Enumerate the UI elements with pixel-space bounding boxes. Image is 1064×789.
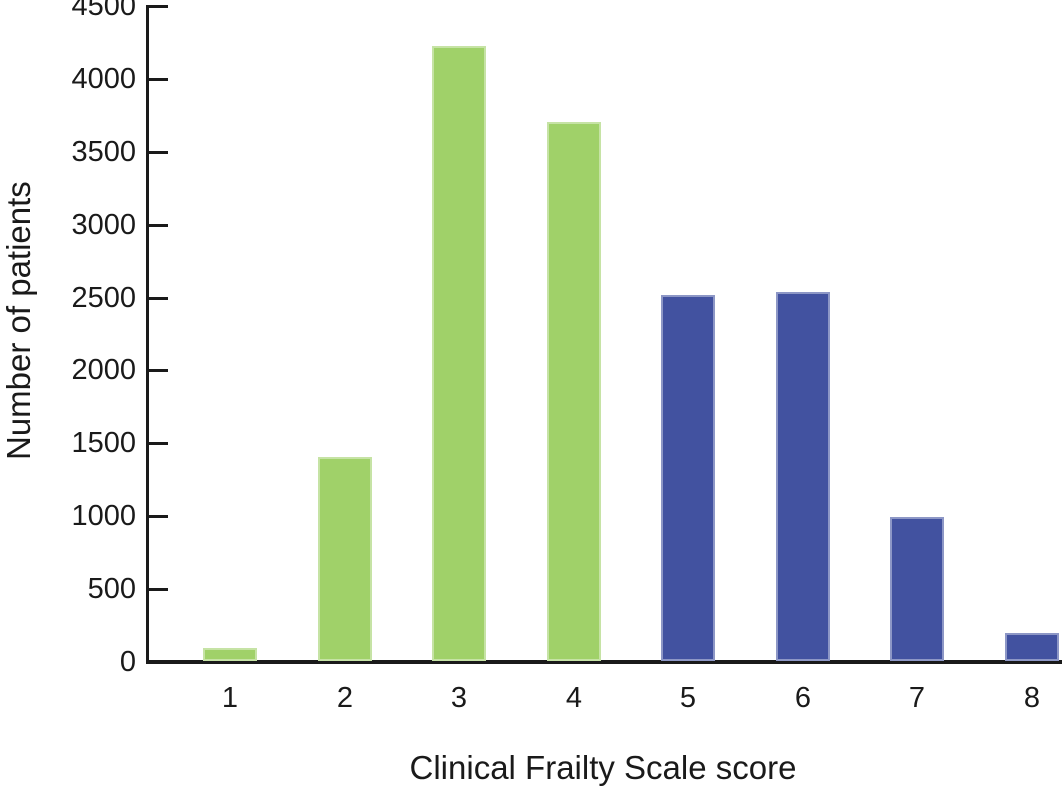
y-tick-label: 0 bbox=[119, 646, 136, 678]
y-tick bbox=[149, 588, 168, 592]
y-tick bbox=[149, 223, 168, 227]
bar-score-4 bbox=[547, 122, 601, 661]
y-tick-label: 2000 bbox=[71, 354, 136, 387]
y-tick bbox=[149, 77, 168, 81]
y-tick-label: 3000 bbox=[71, 208, 136, 241]
bar-score-2 bbox=[318, 457, 372, 661]
x-axis-line bbox=[146, 660, 1062, 664]
x-axis-title: Clinical Frailty Scale score bbox=[409, 749, 797, 786]
y-tick bbox=[149, 369, 168, 373]
x-tick-label: 7 bbox=[908, 682, 926, 714]
y-tick-label: 2500 bbox=[71, 281, 136, 314]
bar-score-7 bbox=[890, 517, 944, 661]
bar-score-6 bbox=[776, 292, 830, 661]
y-tick-label: 500 bbox=[87, 573, 136, 606]
bar-score-1 bbox=[203, 648, 257, 661]
bar-score-5 bbox=[661, 295, 715, 661]
y-tick-label: 1000 bbox=[71, 500, 136, 533]
y-tick bbox=[149, 5, 168, 8]
y-tick-label: 4000 bbox=[71, 62, 136, 95]
y-tick bbox=[149, 661, 168, 664]
bar-score-8 bbox=[1005, 633, 1059, 661]
bar-score-3 bbox=[432, 46, 486, 661]
x-tick-label: 2 bbox=[336, 682, 354, 714]
x-tick-label: 4 bbox=[565, 682, 583, 714]
x-tick-label: 3 bbox=[450, 682, 468, 714]
y-axis-line bbox=[146, 5, 149, 663]
y-tick bbox=[149, 296, 168, 300]
y-tick-label: 3500 bbox=[71, 135, 136, 168]
x-tick-label: 6 bbox=[794, 682, 812, 714]
x-tick-label: 1 bbox=[221, 682, 239, 714]
y-tick bbox=[149, 442, 168, 446]
y-tick bbox=[149, 150, 168, 154]
x-tick-label: 8 bbox=[1023, 682, 1041, 714]
y-tick-label: 4500 bbox=[71, 0, 136, 22]
y-tick bbox=[149, 515, 168, 519]
x-tick-label: 5 bbox=[679, 682, 697, 714]
y-tick-label: 1500 bbox=[71, 427, 136, 460]
